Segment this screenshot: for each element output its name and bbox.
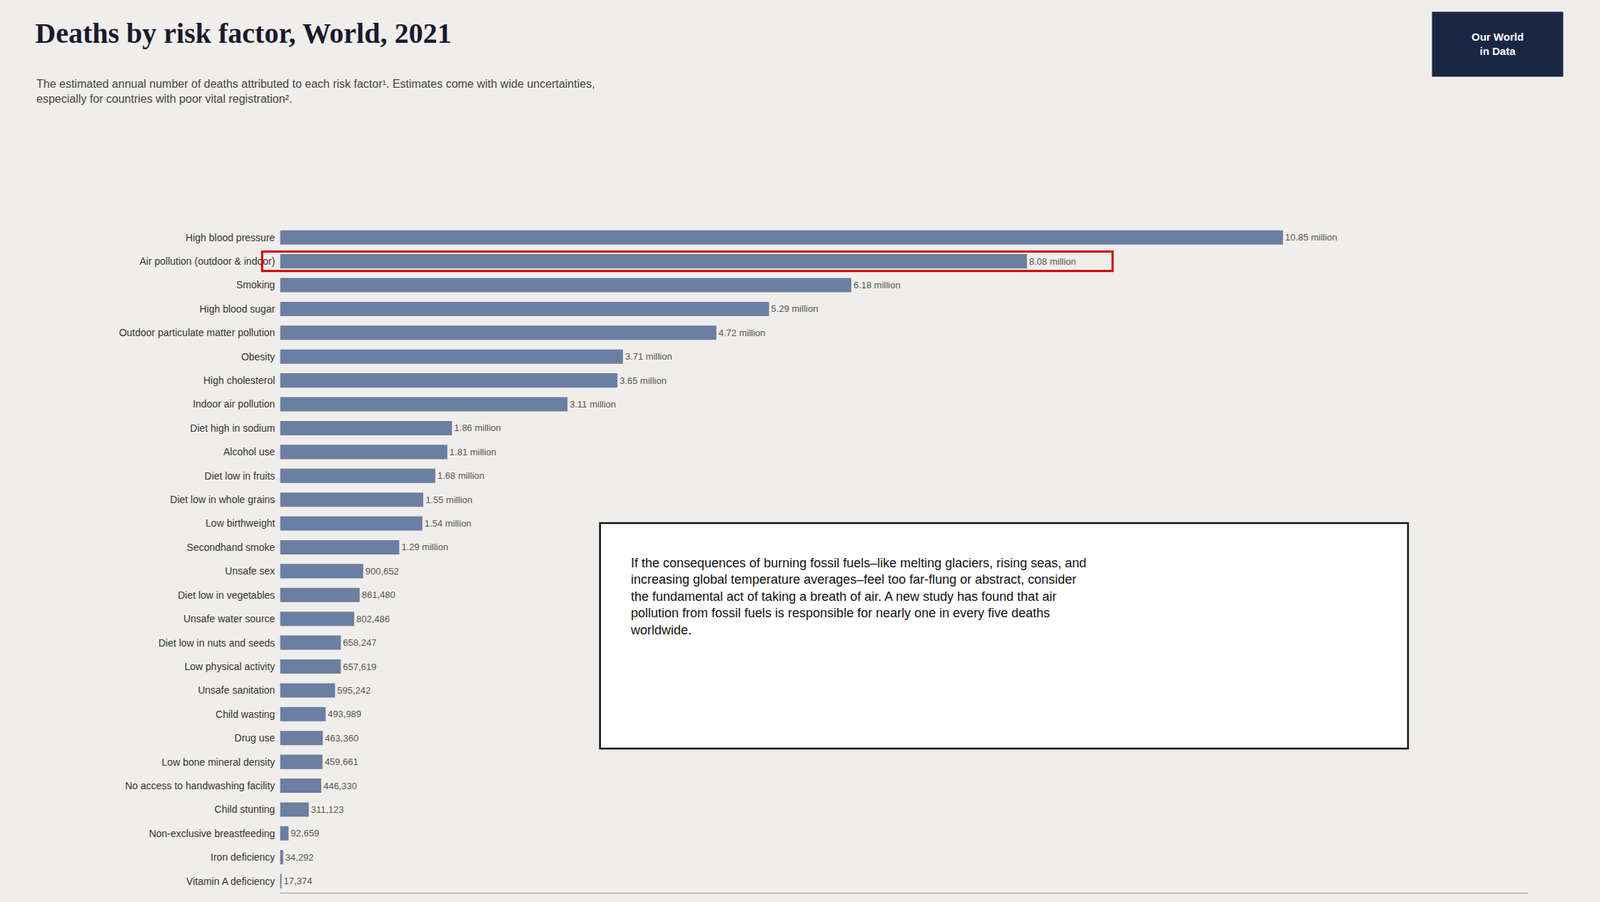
svg-text:Diet low in whole grains: Diet low in whole grains bbox=[169, 493, 275, 506]
svg-text:446,330: 446,330 bbox=[323, 780, 357, 792]
svg-text:Iron deficiency: Iron deficiency bbox=[210, 851, 275, 863]
svg-text:High blood pressure: High blood pressure bbox=[185, 231, 276, 244]
svg-text:Child stunting: Child stunting bbox=[214, 803, 276, 815]
svg-text:8.08 million: 8.08 million bbox=[1029, 256, 1077, 267]
svg-text:Low birthweight: Low birthweight bbox=[205, 517, 275, 529]
svg-text:High cholesterol: High cholesterol bbox=[203, 374, 275, 387]
svg-text:1.86 million: 1.86 million bbox=[453, 422, 501, 434]
svg-text:Diet low in nuts and seeds: Diet low in nuts and seeds bbox=[158, 637, 275, 649]
svg-text:Drug use: Drug use bbox=[234, 732, 276, 744]
svg-text:463,360: 463,360 bbox=[324, 732, 359, 744]
svg-text:92,659: 92,659 bbox=[290, 827, 320, 839]
svg-text:Diet low in fruits: Diet low in fruits bbox=[204, 470, 276, 482]
svg-text:658,247: 658,247 bbox=[343, 637, 377, 648]
svg-text:4.72 million: 4.72 million bbox=[718, 327, 766, 339]
svg-text:Unsafe water source: Unsafe water source bbox=[183, 613, 276, 625]
svg-text:Indoor air pollution: Indoor air pollution bbox=[192, 398, 275, 410]
svg-text:657,619: 657,619 bbox=[343, 661, 377, 673]
svg-text:3.65 million: 3.65 million bbox=[619, 375, 667, 387]
svg-text:Smoking: Smoking bbox=[236, 279, 275, 291]
svg-text:10.85 million: 10.85 million bbox=[1285, 231, 1338, 243]
svg-text:High blood sugar: High blood sugar bbox=[199, 303, 275, 315]
svg-text:Diet high in sodium: Diet high in sodium bbox=[189, 422, 275, 434]
svg-text:1.68 million: 1.68 million bbox=[437, 470, 485, 481]
svg-text:If the consequences of burning: If the consequences of burning fossil fu… bbox=[630, 555, 1087, 638]
svg-text:1.54 million: 1.54 million bbox=[424, 518, 472, 529]
svg-text:900,652: 900,652 bbox=[365, 565, 399, 577]
svg-text:802,486: 802,486 bbox=[356, 613, 390, 625]
svg-text:Unsafe sanitation: Unsafe sanitation bbox=[197, 684, 275, 696]
svg-text:5.29 million: 5.29 million bbox=[771, 303, 819, 315]
svg-text:The estimated annual number of: The estimated annual number of deaths at… bbox=[36, 77, 596, 105]
svg-text:Low bone mineral density: Low bone mineral density bbox=[161, 756, 276, 768]
svg-text:Alcohol use: Alcohol use bbox=[223, 446, 276, 458]
svg-text:No access to handwashing facil: No access to handwashing facility bbox=[124, 780, 275, 792]
svg-text:Deaths by risk factor, World,: Deaths by risk factor, World, 2021 bbox=[34, 17, 452, 50]
svg-text:595,242: 595,242 bbox=[336, 685, 371, 696]
svg-text:Diet low in vegetables: Diet low in vegetables bbox=[177, 589, 275, 601]
svg-text:1.29 million: 1.29 million bbox=[401, 541, 449, 553]
svg-text:Child wasting: Child wasting bbox=[215, 708, 275, 721]
svg-text:6.18 million: 6.18 million bbox=[853, 279, 901, 291]
svg-text:1.55 million: 1.55 million bbox=[425, 494, 473, 506]
svg-text:861,480: 861,480 bbox=[361, 589, 396, 601]
svg-text:Low physical activity: Low physical activity bbox=[184, 660, 276, 673]
svg-text:Obesity: Obesity bbox=[241, 351, 275, 363]
svg-text:3.71 million: 3.71 million bbox=[625, 351, 673, 362]
svg-text:1.81 million: 1.81 million bbox=[449, 446, 497, 458]
svg-text:493,989: 493,989 bbox=[327, 708, 362, 720]
svg-text:17,374: 17,374 bbox=[284, 875, 313, 887]
svg-text:Unsafe sex: Unsafe sex bbox=[224, 565, 275, 577]
svg-text:Non-exclusive breastfeeding: Non-exclusive breastfeeding bbox=[149, 827, 276, 840]
svg-text:Vitamin A deficiency: Vitamin A deficiency bbox=[186, 875, 275, 888]
svg-text:Secondhand smoke: Secondhand smoke bbox=[186, 541, 276, 554]
svg-text:Outdoor particulate matter pol: Outdoor particulate matter pollution bbox=[119, 326, 276, 339]
svg-text:Air pollution (outdoor & indoo: Air pollution (outdoor & indoor) bbox=[139, 255, 275, 267]
svg-text:3.11 million: 3.11 million bbox=[569, 398, 616, 410]
svg-text:459,661: 459,661 bbox=[324, 756, 359, 768]
svg-text:34,292: 34,292 bbox=[285, 852, 315, 863]
svg-text:311,123: 311,123 bbox=[311, 804, 344, 815]
svg-text:Our Worldin Data: Our Worldin Data bbox=[1471, 30, 1524, 58]
